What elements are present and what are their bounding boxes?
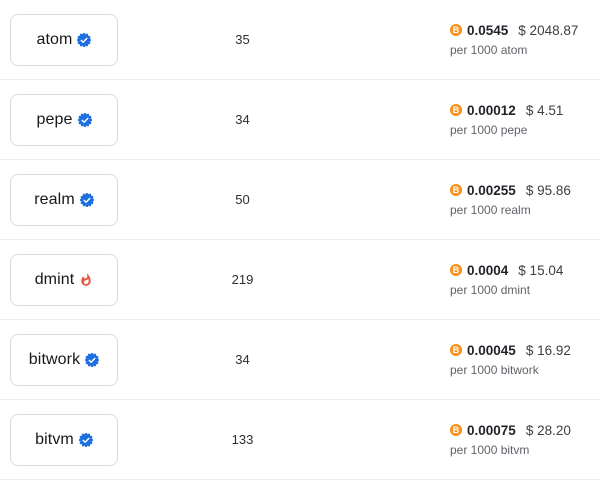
verified-badge-icon [77, 33, 92, 47]
token-name: atom [36, 30, 73, 48]
token-button-pepe[interactable]: pepe [10, 93, 118, 146]
token-count: 50 [235, 192, 250, 207]
token-cell: atom [0, 13, 130, 66]
usd-price: $ 28.20 [525, 422, 571, 438]
token-cell: pepe [0, 93, 130, 146]
table-row: pepe 34 B 0.00012 $ 4.51 per 1000 pepe [0, 80, 600, 160]
usd-price: $ 16.92 [525, 342, 571, 358]
btc-price: 0.00255 [467, 182, 516, 198]
price-cell: B 0.00045 $ 16.92 per 1000 bitwork [355, 343, 600, 377]
price-cell: B 0.0004 $ 15.04 per 1000 dmint [355, 263, 600, 297]
verified-badge-icon [78, 433, 93, 447]
per-unit-label: per 1000 bitvm [450, 442, 530, 457]
token-button-bitvm[interactable]: bitvm [10, 413, 118, 466]
token-count: 34 [235, 352, 250, 367]
usd-price: $ 15.04 [518, 262, 564, 278]
price-cell: B 0.00012 $ 4.51 per 1000 pepe [355, 103, 600, 137]
price-cell: B 0.0545 $ 2048.87 per 1000 atom [355, 23, 600, 57]
token-name: realm [34, 190, 75, 208]
btc-price: 0.0545 [467, 22, 509, 38]
token-count: 34 [235, 112, 250, 127]
per-unit-label: per 1000 pepe [450, 122, 528, 137]
per-unit-label: per 1000 atom [450, 42, 528, 57]
table-row: dmint 219 B 0.0004 $ 15.04 per 1000 dmin… [0, 240, 600, 320]
token-cell: bitvm [0, 413, 130, 466]
btc-price: 0.00045 [467, 342, 516, 358]
usd-price: $ 2048.87 [518, 22, 579, 38]
per-unit-label: per 1000 bitwork [450, 362, 539, 377]
token-count: 133 [231, 432, 254, 447]
token-name: pepe [36, 110, 73, 128]
btc-price: 0.00012 [467, 102, 516, 118]
verified-badge-icon [79, 193, 94, 207]
bitcoin-icon: B [450, 424, 462, 436]
token-name: bitvm [35, 430, 74, 448]
token-button-bitwork[interactable]: bitwork [10, 333, 118, 386]
btc-price: 0.00075 [467, 422, 516, 438]
token-cell: dmint [0, 253, 130, 306]
price-cell: B 0.00255 $ 95.86 per 1000 realm [355, 183, 600, 217]
token-button-realm[interactable]: realm [10, 173, 118, 226]
usd-price: $ 4.51 [525, 102, 564, 118]
price-cell: B 0.00075 $ 28.20 per 1000 bitvm [355, 423, 600, 457]
usd-price: $ 95.86 [525, 182, 571, 198]
bitcoin-icon: B [450, 104, 462, 116]
token-button-dmint[interactable]: dmint [10, 253, 118, 306]
token-name: bitwork [28, 350, 81, 368]
token-cell: bitwork [0, 333, 130, 386]
token-count: 35 [235, 32, 250, 47]
bitcoin-icon: B [450, 24, 462, 36]
token-count: 219 [231, 272, 254, 287]
flame-icon [81, 273, 91, 286]
bitcoin-icon: B [450, 264, 462, 276]
verified-badge-icon [85, 353, 100, 367]
btc-price: 0.0004 [467, 262, 509, 278]
bitcoin-icon: B [450, 184, 462, 196]
token-button-atom[interactable]: atom [10, 13, 118, 66]
table-row: realm 50 B 0.00255 $ 95.86 per 1000 real… [0, 160, 600, 240]
token-cell: realm [0, 173, 130, 226]
table-row: bitvm 133 B 0.00075 $ 28.20 per 1000 bit… [0, 400, 600, 480]
per-unit-label: per 1000 dmint [450, 282, 531, 297]
table-row: atom 35 B 0.0545 $ 2048.87 per 1000 atom [0, 0, 600, 80]
table-row: bitwork 34 B 0.00045 $ 16.92 per 1000 bi… [0, 320, 600, 400]
per-unit-label: per 1000 realm [450, 202, 531, 217]
token-name: dmint [34, 270, 75, 288]
verified-badge-icon [77, 113, 92, 127]
bitcoin-icon: B [450, 344, 462, 356]
